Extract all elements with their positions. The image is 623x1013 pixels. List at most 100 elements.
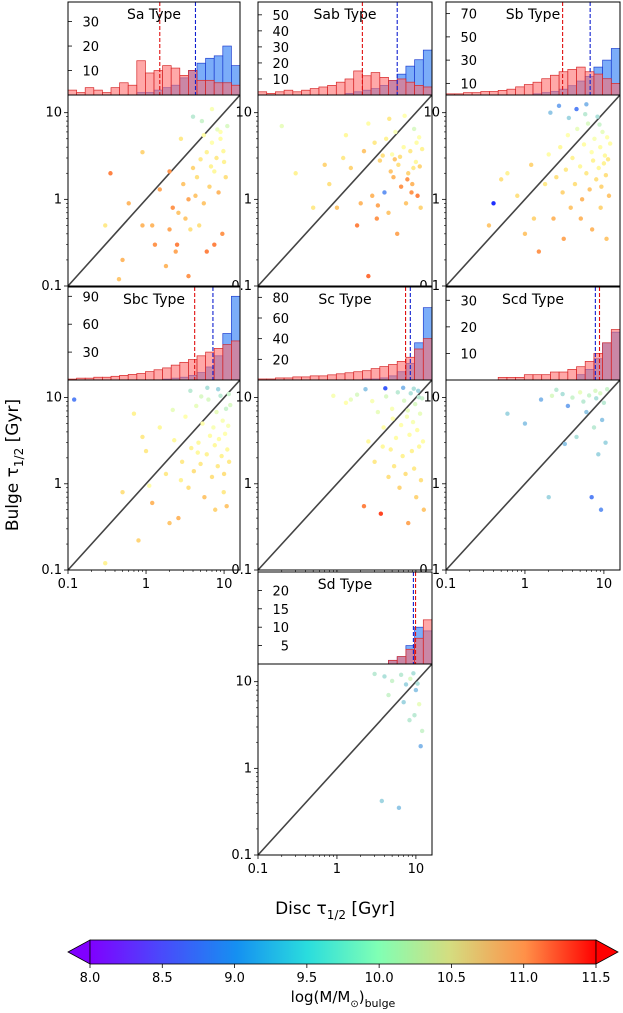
data-point [193,193,198,198]
data-point [584,171,589,176]
data-point [408,391,413,396]
panel-title: Sb Type [506,7,560,23]
x-axis-label: Disc τ1/2 [Gyr] [275,899,395,922]
data-point [170,407,175,413]
data-point [387,116,392,122]
colorbar-high-extend [595,939,619,965]
scatter-frame [257,663,433,856]
bulge-hist-bar [422,338,433,381]
y-tick-label: 0.1 [231,563,252,578]
colorbar: 8.0 8.5 9.0 9.5 10.0 10.5 11.0 11.5 log(M/M⊙)bu… [67,939,619,1010]
data-point [554,175,559,180]
bulge-hist-bar [396,78,407,96]
data-point [221,471,227,477]
data-point [209,474,215,480]
bulge-hist-bar [388,659,398,665]
bulge-hist-bar [119,375,129,381]
data-point [390,416,396,421]
x-tick-label: 10 [216,577,233,592]
data-point [221,159,227,165]
data-point [157,425,162,430]
bulge-hist-bar [532,81,543,96]
y-tick-label: 10 [235,391,252,406]
panel-4: 20 40 60 80 Sc Type 0.1 1 10 [231,286,433,578]
data-point [563,167,569,172]
bulge-hist-bar [196,79,206,96]
scatter-frame [67,94,241,287]
data-point [398,422,404,428]
data-point [386,474,391,480]
bulge-hist-bar [379,366,389,381]
data-point [167,520,172,526]
hist-tick-label: 10 [82,65,99,80]
data-point [214,155,219,161]
data-point [410,181,415,187]
data-point [209,140,215,145]
data-point [366,121,371,126]
data-point [201,132,207,138]
data-point [560,190,565,195]
data-point [401,144,406,150]
bulge-hist-bar [602,78,612,96]
data-point [372,671,377,677]
identity-line [257,94,433,287]
data-point [382,190,387,195]
data-point [150,223,155,228]
data-point [382,674,387,679]
bulge-hist-bar [558,71,569,96]
data-point [207,184,212,189]
data-point [603,172,609,178]
data-point [549,393,555,398]
data-point [603,440,608,445]
data-point [204,149,209,155]
data-point [587,187,592,192]
data-point [407,717,412,723]
bulge-hist-bar [318,86,328,96]
data-point [565,403,571,409]
data-point [218,393,223,398]
hist-tick-label: 70 [460,8,477,23]
data-point [598,507,604,512]
data-point [383,136,389,141]
data-point [531,216,537,221]
data-point [416,444,422,449]
data-point [403,201,409,206]
data-point [228,402,233,408]
hist-tick-label: 10 [460,347,477,362]
data-point [417,411,423,416]
data-point [223,175,228,180]
data-point [491,201,496,206]
data-point [597,122,602,127]
bulge-hist-bar [541,374,551,381]
hist-tick-label: 30 [82,346,99,361]
data-point [578,216,584,221]
data-point [581,399,586,404]
bulge-hist-bar [153,369,163,381]
data-point [412,713,417,718]
data-point [71,397,77,402]
data-point [398,672,404,678]
hist-tick-label: 20 [272,353,289,368]
data-point [374,216,380,221]
y-tick-label: 10 [45,106,62,121]
data-point [401,398,407,403]
data-point [589,227,595,232]
data-point [167,169,172,174]
bulge-hist-bar [506,88,516,96]
data-point [396,805,402,811]
data-point [354,223,360,228]
data-point [279,123,284,129]
data-point [378,511,384,516]
data-point [574,106,579,112]
bulge-hist-bar [584,361,595,381]
data-point [225,123,230,129]
data-point [417,164,422,169]
data-point [143,448,149,454]
data-point [607,141,613,146]
bulge-hist-bar [93,89,103,96]
data-point [214,409,219,415]
data-point [581,142,587,147]
data-point [408,676,413,681]
